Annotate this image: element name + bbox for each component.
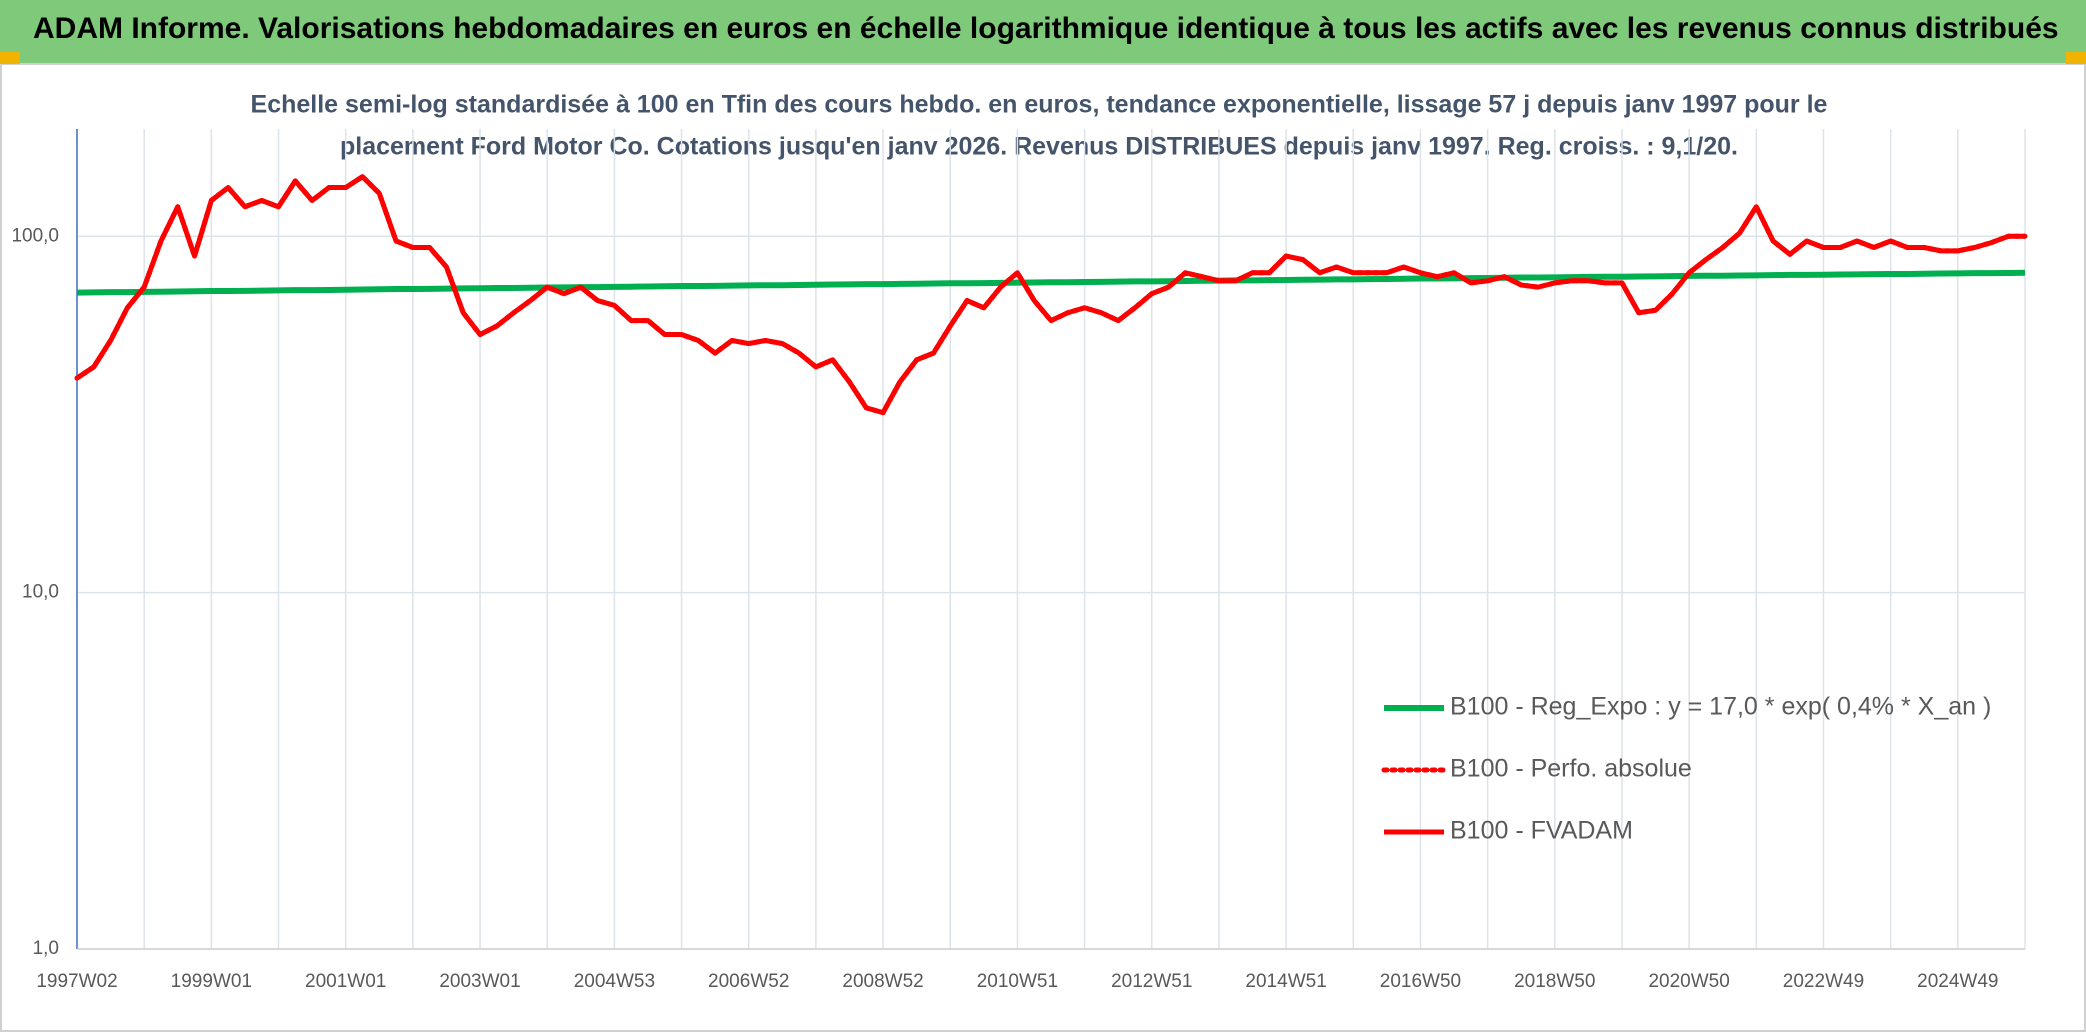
- x-tick-label: 2003W01: [439, 971, 520, 992]
- corner-mark: [2066, 52, 2086, 64]
- x-tick-label: 2014W51: [1245, 971, 1326, 992]
- x-tick-label: 2024W49: [1917, 971, 1998, 992]
- x-tick-label: 2012W51: [1111, 971, 1192, 992]
- chart-frame: [0, 63, 2086, 1032]
- chart-title: ADAM Informe. Valorisations hebdomadaire…: [33, 12, 2059, 45]
- x-tick-label: 2018W50: [1514, 971, 1595, 992]
- corner-mark: [0, 52, 20, 64]
- y-tick-label: 100,0: [11, 225, 59, 246]
- x-tick-label: 2001W01: [305, 971, 386, 992]
- x-tick-label: 2022W49: [1783, 971, 1864, 992]
- x-tick-label: 2016W50: [1380, 971, 1461, 992]
- y-tick-label: 10,0: [22, 582, 59, 603]
- x-tick-label: 1997W02: [36, 971, 117, 992]
- chart-subtitle: placement Ford Motor Co. Cotations jusqu…: [340, 133, 1738, 161]
- y-tick-label: 1,0: [33, 938, 59, 959]
- legend-label: B100 - FVADAM: [1450, 817, 1633, 845]
- x-tick-label: 2010W51: [977, 971, 1058, 992]
- legend-label: B100 - Perfo. absolue: [1450, 755, 1692, 783]
- legend-label: B100 - Reg_Expo : y = 17,0 * exp( 0,4% *…: [1450, 693, 1991, 721]
- x-tick-label: 2008W52: [842, 971, 923, 992]
- x-tick-label: 2006W52: [708, 971, 789, 992]
- x-tick-label: 1999W01: [171, 971, 252, 992]
- chart-subtitle: Echelle semi-log standardisée à 100 en T…: [251, 91, 1828, 119]
- series-line: [76, 269, 2026, 296]
- title-bar: [0, 0, 2086, 64]
- x-tick-label: 2020W50: [1648, 971, 1729, 992]
- series-line: [75, 174, 2025, 416]
- x-tick-label: 2004W53: [574, 971, 655, 992]
